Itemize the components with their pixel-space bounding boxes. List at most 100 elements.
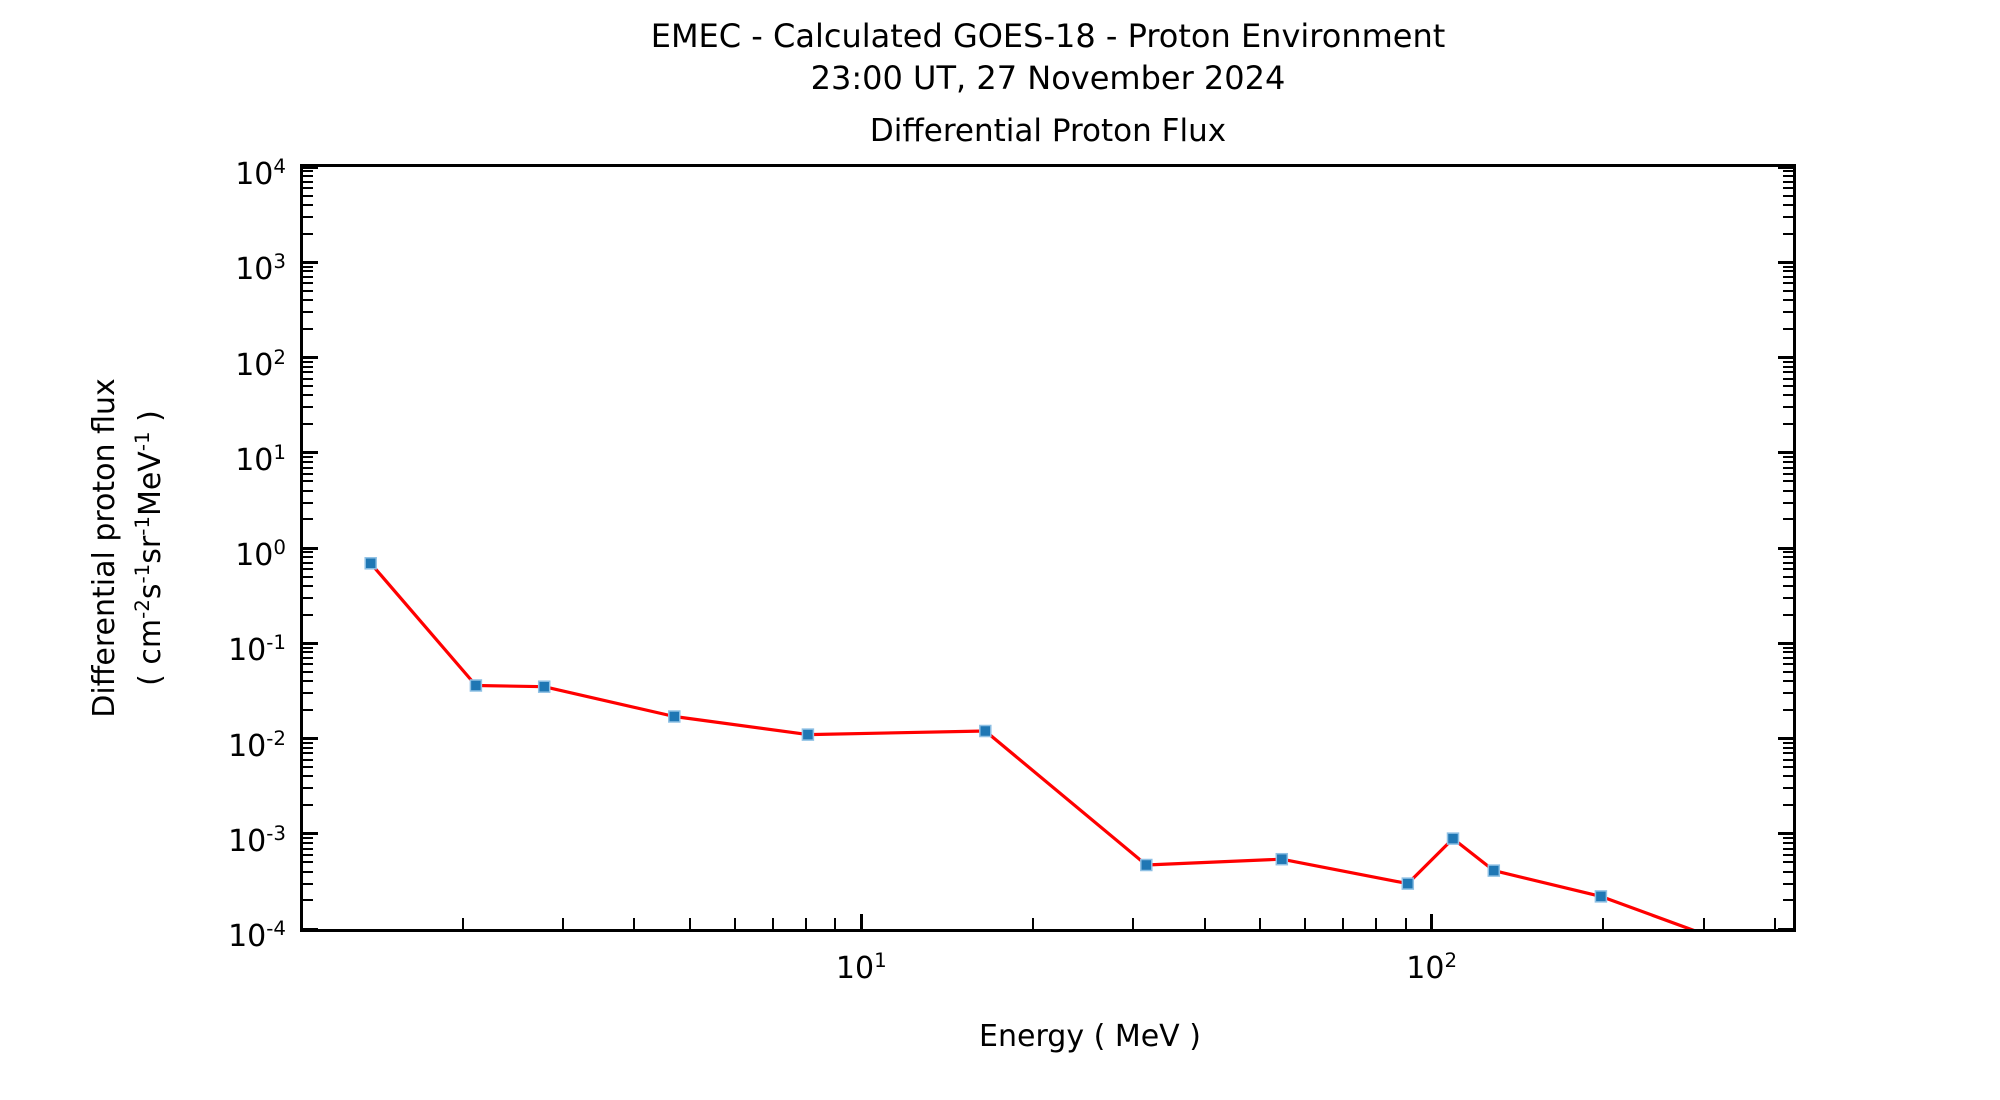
y-minor-tick-right bbox=[1783, 385, 1793, 388]
y-minor-tick-right bbox=[1783, 289, 1793, 292]
x-minor-tick bbox=[461, 918, 464, 929]
y-minor-tick-left bbox=[303, 651, 313, 654]
y-minor-tick-right bbox=[1783, 175, 1793, 178]
x-minor-tick bbox=[688, 918, 691, 929]
y-minor-tick-right bbox=[1783, 472, 1793, 475]
y-minor-tick-right bbox=[1783, 841, 1793, 844]
y-minor-tick-right bbox=[1783, 584, 1793, 587]
data-point-marker bbox=[1275, 852, 1289, 866]
y-major-tick-right bbox=[1778, 641, 1793, 645]
y-minor-tick-left bbox=[303, 746, 313, 749]
y-axis-label-line1: Differential proton flux bbox=[87, 378, 122, 718]
y-minor-tick-left bbox=[303, 265, 313, 268]
y-minor-tick-right bbox=[1783, 232, 1793, 235]
y-minor-tick-left bbox=[303, 657, 313, 659]
y-minor-tick-left bbox=[303, 596, 313, 599]
x-minor-tick bbox=[834, 918, 837, 929]
y-minor-tick-right bbox=[1783, 663, 1793, 666]
y-minor-tick-right bbox=[1783, 215, 1793, 218]
y-minor-tick-left bbox=[303, 456, 313, 459]
y-minor-tick-right bbox=[1783, 276, 1793, 278]
y-minor-tick-right bbox=[1783, 282, 1793, 285]
y-minor-tick-left bbox=[303, 692, 313, 695]
x-minor-tick bbox=[733, 918, 736, 929]
y-minor-tick-right bbox=[1783, 270, 1793, 273]
y-minor-tick-left bbox=[303, 575, 313, 578]
y-major-tick-right bbox=[1778, 832, 1793, 836]
y-major-tick-left bbox=[303, 832, 318, 836]
y-major-tick-left bbox=[303, 451, 318, 455]
chart-title: Differential Proton Flux bbox=[869, 113, 1227, 149]
figure-subtitle: 23:00 UT, 27 November 2024 bbox=[810, 59, 1286, 97]
y-minor-tick-right bbox=[1783, 460, 1793, 463]
y-minor-tick-left bbox=[303, 613, 313, 616]
y-minor-tick-right bbox=[1783, 899, 1793, 902]
y-tick-label: 104 bbox=[235, 155, 286, 192]
y-minor-tick-left bbox=[303, 837, 313, 840]
y-minor-tick-left bbox=[303, 882, 313, 885]
y-minor-tick-left bbox=[303, 670, 313, 673]
x-minor-tick bbox=[1774, 918, 1777, 929]
x-minor-tick bbox=[1375, 918, 1378, 929]
y-minor-tick-right bbox=[1783, 680, 1793, 683]
y-axis-label-line2: ( cm-2s-1sr-1MeV-1 ) bbox=[131, 410, 168, 686]
y-minor-tick-right bbox=[1783, 406, 1793, 409]
x-major-tick bbox=[1430, 914, 1434, 929]
y-minor-tick-right bbox=[1783, 489, 1793, 492]
y-minor-tick-right bbox=[1783, 775, 1793, 778]
y-minor-tick-left bbox=[303, 568, 313, 571]
y-minor-tick-left bbox=[303, 861, 313, 864]
data-point-marker bbox=[1140, 858, 1153, 872]
y-minor-tick-left bbox=[303, 187, 313, 190]
y-minor-tick-left bbox=[303, 847, 313, 850]
y-minor-tick-right bbox=[1783, 766, 1793, 769]
y-minor-tick-right bbox=[1783, 203, 1793, 206]
y-minor-tick-left bbox=[303, 175, 313, 178]
y-major-tick-left bbox=[303, 927, 318, 931]
y-minor-tick-left bbox=[303, 584, 313, 587]
y-minor-tick-right bbox=[1783, 501, 1793, 504]
y-minor-tick-left bbox=[303, 203, 313, 206]
y-minor-tick-right bbox=[1783, 561, 1793, 564]
x-minor-tick bbox=[1342, 918, 1345, 929]
y-minor-tick-left bbox=[303, 365, 313, 368]
y-tick-label: 10-3 bbox=[228, 821, 286, 859]
y-minor-tick-right bbox=[1783, 708, 1793, 711]
data-point-marker bbox=[537, 680, 551, 693]
y-minor-tick-left bbox=[303, 708, 313, 711]
y-minor-tick-left bbox=[303, 561, 313, 564]
y-major-tick-right bbox=[1778, 260, 1793, 264]
y-minor-tick-left bbox=[303, 180, 313, 183]
y-major-tick-left bbox=[303, 546, 318, 550]
y-minor-tick-right bbox=[1783, 371, 1793, 374]
y-major-tick-left bbox=[303, 356, 318, 359]
y-minor-tick-left bbox=[303, 870, 313, 873]
data-point-marker bbox=[979, 724, 992, 738]
y-minor-tick-right bbox=[1783, 265, 1793, 268]
y-minor-tick-left bbox=[303, 371, 313, 374]
y-minor-tick-right bbox=[1783, 180, 1793, 183]
data-point-marker bbox=[801, 728, 815, 741]
y-tick-label: 100 bbox=[235, 536, 286, 573]
y-minor-tick-left bbox=[303, 680, 313, 683]
y-minor-tick-right bbox=[1783, 692, 1793, 695]
plot-area bbox=[300, 164, 1796, 932]
y-minor-tick-right bbox=[1783, 853, 1793, 856]
data-point-marker bbox=[1401, 877, 1415, 890]
data-point-marker bbox=[1446, 832, 1460, 845]
y-minor-tick-left bbox=[303, 394, 313, 397]
data-point-marker bbox=[469, 679, 483, 692]
y-major-tick-right bbox=[1778, 165, 1793, 169]
y-major-tick-left bbox=[303, 737, 318, 740]
x-minor-tick bbox=[1031, 918, 1034, 929]
y-minor-tick-left bbox=[303, 501, 313, 504]
y-minor-tick-right bbox=[1783, 377, 1793, 380]
data-point-marker bbox=[668, 710, 681, 723]
y-minor-tick-right bbox=[1783, 870, 1793, 873]
y-tick-label: 103 bbox=[235, 250, 286, 288]
y-minor-tick-left bbox=[303, 276, 313, 278]
y-minor-tick-right bbox=[1783, 423, 1793, 426]
x-minor-tick bbox=[1602, 918, 1605, 929]
x-tick-label: 102 bbox=[1406, 949, 1458, 986]
y-minor-tick-right bbox=[1783, 518, 1793, 521]
